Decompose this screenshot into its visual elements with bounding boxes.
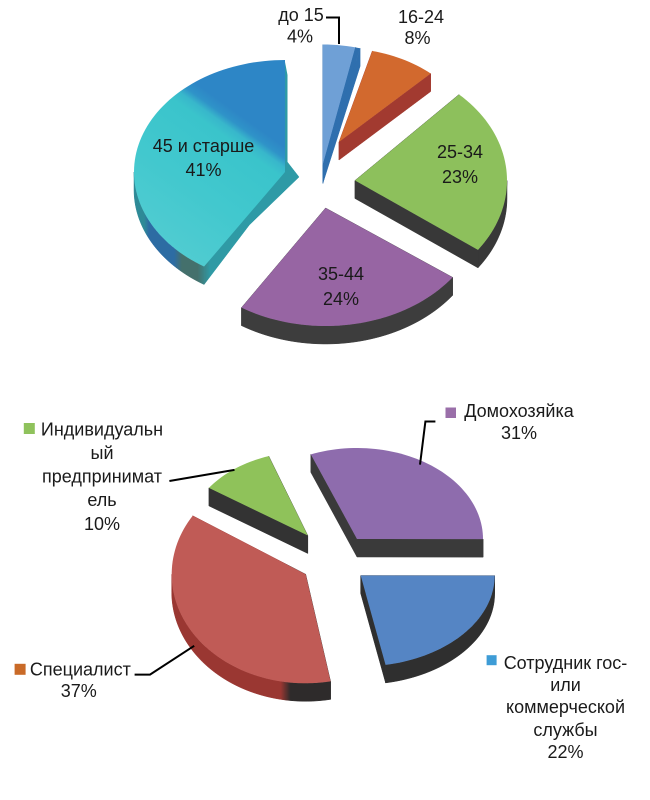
svg-text:ель: ель xyxy=(87,490,116,510)
svg-text:8%: 8% xyxy=(404,28,430,48)
svg-text:или: или xyxy=(550,675,581,695)
svg-text:45 и старше: 45 и старше xyxy=(153,136,255,156)
svg-text:предпринимат: предпринимат xyxy=(42,467,162,487)
svg-text:10%: 10% xyxy=(84,514,120,534)
svg-text:Индивидуальн: Индивидуальн xyxy=(41,420,163,440)
svg-text:37%: 37% xyxy=(61,681,97,701)
svg-text:41%: 41% xyxy=(185,160,221,180)
svg-text:4%: 4% xyxy=(287,27,313,47)
svg-text:16-24: 16-24 xyxy=(398,7,444,27)
svg-text:Специалист: Специалист xyxy=(30,660,131,680)
svg-text:24%: 24% xyxy=(323,289,359,309)
svg-text:до 15: до 15 xyxy=(278,5,324,25)
svg-text:ый: ый xyxy=(91,443,114,463)
svg-text:25-34: 25-34 xyxy=(437,142,483,162)
svg-text:31%: 31% xyxy=(501,423,537,443)
svg-text:службы: службы xyxy=(533,720,597,740)
svg-text:Домохозяйка: Домохозяйка xyxy=(464,401,575,421)
svg-text:коммерческой: коммерческой xyxy=(506,697,625,717)
svg-text:23%: 23% xyxy=(442,167,478,187)
svg-text:Сотрудник гос-: Сотрудник гос- xyxy=(504,653,628,673)
svg-text:35-44: 35-44 xyxy=(318,264,364,284)
svg-text:22%: 22% xyxy=(547,742,583,762)
